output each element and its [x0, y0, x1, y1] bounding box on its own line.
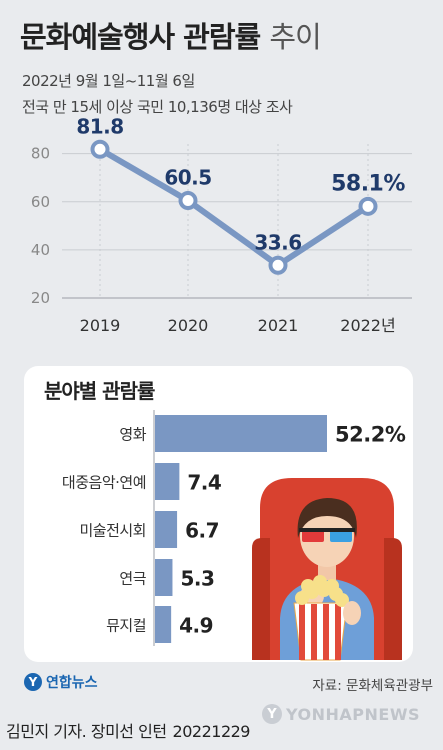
bar-value-label: 7.4: [187, 471, 221, 495]
person-hand-right: [343, 601, 361, 625]
bar-value-label: 52.2%: [335, 423, 406, 447]
popcorn-stripe: [335, 604, 341, 660]
subtitle-period: 2022년 9월 1일~11월 6일: [22, 72, 195, 90]
bar-value-label: 6.7: [185, 519, 219, 543]
category-label: 뮤지컬: [106, 617, 146, 635]
popcorn-piece: [301, 579, 315, 593]
data-label: 81.8: [76, 114, 123, 138]
bar: [155, 606, 172, 643]
bar: [155, 559, 173, 596]
data-label: 60.5: [164, 166, 211, 190]
category-label: 영화: [119, 426, 146, 444]
watermark: Y YONHAPNEWS: [262, 704, 420, 724]
data-label: 33.6: [254, 230, 301, 254]
x-tick-label: 2021: [258, 316, 299, 335]
popcorn-piece: [313, 575, 327, 589]
watermark-text: YONHAPNEWS: [286, 704, 420, 724]
category-panel: 분야별 관람률 영화 52.2% 대중음악·연예 7.4 미술전시회 6.7 연극 5.3 뮤지…: [24, 366, 413, 662]
category-label: 미술전시회: [79, 522, 146, 540]
glasses-lens-right: [330, 530, 352, 542]
credit-date: 20221229: [172, 722, 251, 741]
popcorn-piece: [335, 593, 349, 607]
popcorn-piece: [325, 579, 339, 593]
bar: [155, 415, 327, 452]
moviegoer-illustration: [252, 478, 402, 661]
title-light: 추이: [269, 20, 321, 54]
x-tick-label: 2022년: [340, 316, 395, 335]
line-chart: 20 40 60 80 2019 2020 2021 2022년 81.8 60.5 33.6 58.…: [31, 114, 412, 335]
popcorn-stripe: [299, 604, 305, 660]
y-tick-label: 20: [31, 289, 50, 307]
bar-value-label: 4.9: [179, 614, 213, 638]
data-label: 58.1%: [331, 171, 405, 196]
x-tick-label: 2019: [80, 316, 121, 335]
credit-text: 김민지 기자. 장미선 인턴: [6, 722, 167, 741]
data-point: [178, 191, 198, 211]
y-tick-label: 60: [31, 193, 50, 211]
y-tick-label: 80: [31, 145, 50, 163]
popcorn-stripe: [311, 604, 317, 660]
bar-chart: 영화 52.2% 대중음악·연예 7.4 미술전시회 6.7 연극 5.3 뮤지컬 4.9: [62, 410, 406, 661]
data-point: [90, 139, 110, 159]
y-tick-label: 40: [31, 241, 50, 259]
yonhap-logo-text: 연합뉴스: [46, 675, 98, 691]
yonhap-logo: Y 연합뉴스: [24, 672, 98, 692]
person-face: [300, 505, 354, 567]
title-bold: 문화예술행사 관람률: [20, 20, 261, 54]
credit-line: 김민지 기자. 장미선 인턴 20221229: [6, 718, 250, 742]
glasses-lens-left: [302, 530, 324, 542]
bar-value-label: 5.3: [180, 567, 214, 591]
subtitle-sample: 전국 만 15세 이상 국민 10,136명 대상 조사: [22, 98, 293, 116]
bar: [155, 463, 180, 500]
seat-arm-left: [252, 538, 270, 660]
panel-title: 분야별 관람률: [44, 379, 155, 403]
seat-arm-right: [384, 538, 402, 660]
person-hair: [297, 498, 357, 538]
data-point: [268, 255, 288, 275]
yonhap-logo-icon: Y: [24, 673, 42, 691]
x-tick-label: 2020: [168, 316, 209, 335]
series-line: [97, 146, 371, 269]
popcorn-stripe: [323, 604, 329, 660]
watermark-icon: Y: [262, 704, 282, 724]
category-label: 연극: [119, 570, 146, 588]
bar: [155, 511, 178, 548]
source-text: 자료: 문화체육관광부: [312, 678, 433, 694]
category-label: 대중음악·연예: [62, 474, 146, 492]
data-point: [358, 196, 378, 216]
glasses-frame: [299, 528, 355, 532]
chart-title: 문화예술행사 관람률 추이: [20, 14, 322, 56]
